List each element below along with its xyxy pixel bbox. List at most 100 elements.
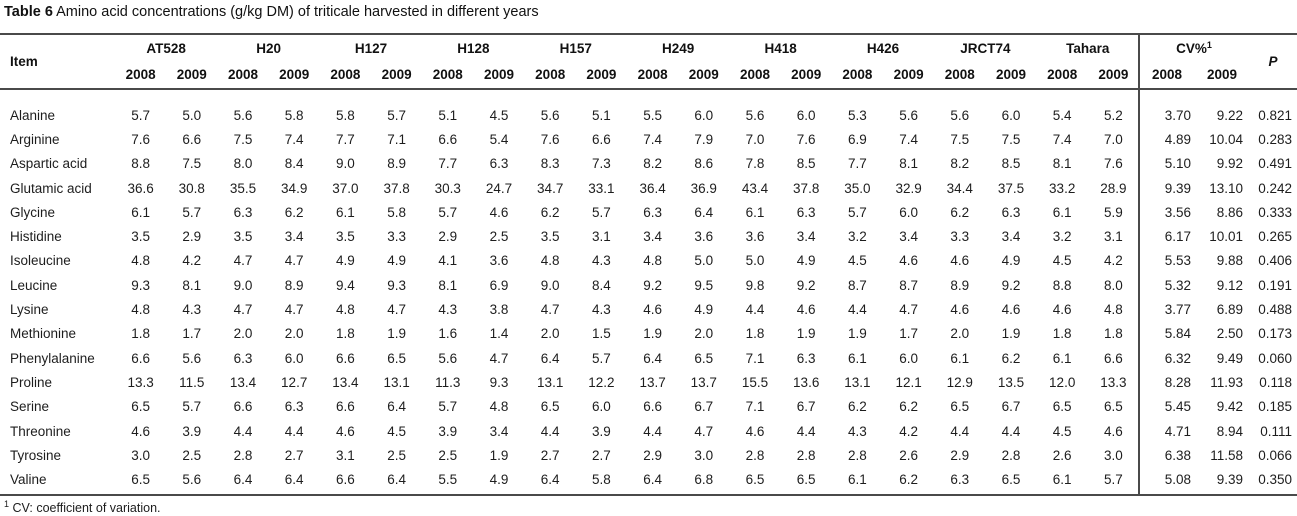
value-cell: 5.3 [848, 107, 867, 123]
value-cell: 34.7 [537, 180, 564, 196]
cv-year-header-2008: 2008 [1151, 67, 1183, 83]
cv-cell: 8.86 [1216, 204, 1243, 220]
value-cell: 6.2 [899, 472, 918, 488]
value-cell: 8.5 [1001, 156, 1021, 172]
value-cell: 7.5 [1001, 131, 1021, 147]
value-cell: 2.5 [489, 229, 509, 245]
value-cell: 6.3 [284, 399, 304, 415]
value-cell: 8.5 [796, 156, 816, 172]
value-cell: 4.1 [438, 253, 458, 269]
value-cell: 6.1 [131, 204, 150, 220]
value-cell: 2.8 [745, 447, 765, 463]
value-cell: 7.1 [745, 399, 765, 415]
cv-cell: 6.17 [1164, 229, 1191, 245]
value-cell: 4.6 [643, 302, 662, 318]
value-cell: 6.1 [1052, 204, 1072, 220]
value-cell: 2.6 [899, 447, 918, 463]
value-cell: 4.4 [796, 423, 816, 439]
value-cell: 3.4 [1001, 229, 1021, 245]
value-cell: 5.7 [387, 107, 406, 123]
value-cell: 6.5 [387, 350, 406, 366]
value-cell: 6.5 [1052, 399, 1072, 415]
value-cell: 6.1 [1052, 350, 1072, 366]
value-cell: 7.8 [745, 156, 765, 172]
value-cell: 4.7 [387, 302, 406, 318]
table-caption-label: Table 6 [4, 4, 53, 20]
value-cell: 5.6 [540, 107, 560, 123]
value-cell: 6.4 [643, 350, 662, 366]
value-cell: 37.8 [383, 180, 410, 196]
value-cell: 3.4 [899, 229, 918, 245]
value-cell: 43.4 [741, 180, 769, 196]
table-row: Tyrosine 3.0 2.5 2.8 2.7 3.1 2.5 2.5 1.9 2.7 2.7 2.… [0, 443, 1297, 467]
row-label: Lysine [10, 302, 49, 318]
table-row: Histidine 3.5 2.9 3.5 3.4 3.5 3.3 2.9 2.5 3.5 3.1 3… [0, 224, 1297, 248]
table-row: Lysine 4.8 4.3 4.7 4.7 4.8 4.7 4.3 3.8 4.7 4.3 4.6 4… [0, 297, 1297, 321]
value-cell: 8.1 [182, 277, 202, 293]
value-cell: 5.8 [387, 204, 406, 220]
value-cell: 4.6 [1052, 302, 1072, 318]
value-cell: 6.6 [1104, 350, 1123, 366]
value-cell: 12.2 [588, 374, 615, 390]
value-cell: 3.4 [643, 229, 662, 245]
value-cell: 4.7 [899, 302, 918, 318]
value-cell: 37.8 [793, 180, 820, 196]
value-cell: 6.1 [950, 350, 970, 366]
p-value-cell: 0.066 [1258, 447, 1292, 463]
value-cell: 1.7 [182, 326, 202, 342]
table-row: Isoleucine 4.8 4.2 4.7 4.7 4.9 4.9 4.1 3.6 4.8 4.3… [0, 249, 1297, 273]
value-cell: 6.6 [336, 350, 355, 366]
year-header: 2008 [944, 67, 975, 83]
value-cell: 4.5 [489, 107, 509, 123]
value-cell: 5.0 [182, 107, 202, 123]
value-cell: 33.1 [588, 180, 615, 196]
value-cell: 37.5 [997, 180, 1025, 196]
value-cell: 2.8 [796, 447, 816, 463]
value-cell: 34.9 [281, 180, 308, 196]
value-cell: 4.9 [489, 472, 509, 488]
row-label: Aspartic acid [10, 156, 88, 172]
table-row: Serine 6.5 5.7 6.6 6.3 6.6 6.4 5.7 4.8 6.5 6.0 6.6 6… [0, 395, 1297, 419]
value-cell: 15.5 [741, 374, 769, 390]
value-cell: 7.7 [438, 156, 458, 172]
value-cell: 5.0 [745, 253, 765, 269]
cv-cell: 8.28 [1164, 374, 1191, 390]
value-cell: 6.6 [336, 472, 355, 488]
value-cell: 6.7 [694, 399, 714, 415]
value-cell: 4.4 [284, 423, 304, 439]
value-cell: 4.8 [131, 302, 150, 318]
value-cell: 6.1 [848, 350, 867, 366]
value-cell: 4.6 [336, 423, 355, 439]
value-cell: 2.8 [1001, 447, 1021, 463]
value-cell: 2.9 [643, 447, 662, 463]
year-header: 2008 [432, 67, 463, 83]
value-cell: 6.6 [233, 399, 253, 415]
value-cell: 1.5 [592, 326, 611, 342]
cv-cell: 10.01 [1209, 229, 1243, 245]
value-cell: 5.7 [438, 204, 458, 220]
value-cell: 9.2 [643, 277, 662, 293]
table-row: Leucine 9.3 8.1 9.0 8.9 9.4 9.3 8.1 6.9 9.0 8.4 9.2… [0, 273, 1297, 297]
value-cell: 3.5 [336, 229, 355, 245]
variety-header-h426: H426 [866, 40, 900, 56]
value-cell: 6.4 [643, 472, 662, 488]
value-cell: 36.4 [639, 180, 666, 196]
value-cell: 9.3 [489, 374, 509, 390]
value-cell: 37.0 [332, 180, 359, 196]
value-cell: 7.9 [694, 131, 714, 147]
value-cell: 1.7 [899, 326, 918, 342]
table-caption-text: Amino acid concentrations (g/kg DM) of t… [56, 4, 539, 20]
value-cell: 6.3 [643, 204, 662, 220]
table-bottom-rule [0, 494, 1297, 496]
value-cell: 4.6 [131, 423, 150, 439]
value-cell: 6.3 [950, 472, 970, 488]
value-cell: 9.2 [796, 277, 816, 293]
table-row: Glycine 6.1 5.7 6.3 6.2 6.1 5.8 5.7 4.6 6.2 5.7 6.3… [0, 200, 1297, 224]
cv-cell: 9.42 [1216, 399, 1243, 415]
value-cell: 13.3 [1100, 374, 1127, 390]
value-cell: 7.4 [643, 131, 662, 147]
value-cell: 7.4 [284, 131, 304, 147]
value-cell: 3.0 [1104, 447, 1123, 463]
value-cell: 3.0 [694, 447, 714, 463]
value-cell: 5.7 [1104, 472, 1123, 488]
